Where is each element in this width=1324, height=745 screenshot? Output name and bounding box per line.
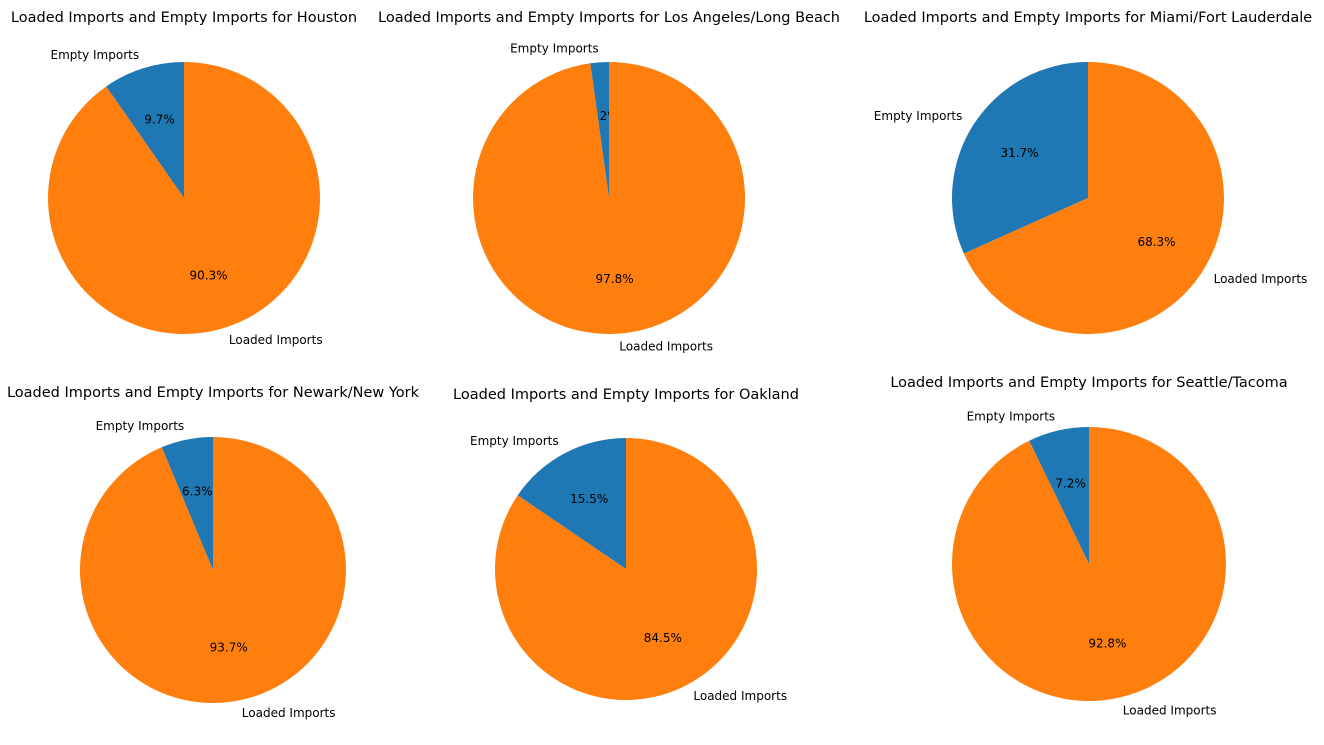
pct-empty-imports: 15.5% (570, 492, 608, 506)
label-loaded-imports: Loaded Imports (1214, 272, 1308, 286)
pie-panel-oakland: Loaded Imports and Empty Imports for Oak… (453, 387, 799, 703)
label-loaded-imports: Loaded Imports (242, 706, 336, 720)
pct-empty-imports: 9.7% (144, 113, 175, 127)
pct-loaded-imports: 90.3% (189, 268, 227, 282)
slice-loaded-imports (494, 438, 757, 701)
slice-loaded-imports (473, 61, 746, 334)
pie-panel-newark: Loaded Imports and Empty Imports for New… (7, 385, 420, 720)
pie-miami: Empty Imports 31.7% Loaded Imports 68.3% (874, 61, 1308, 334)
slice-loaded-imports (963, 62, 1224, 334)
pie-panel-houston: Loaded Imports and Empty Imports for Hou… (11, 10, 357, 347)
chart-title: Loaded Imports and Empty Imports for Los… (378, 10, 840, 26)
pie-panel-los-angeles: Loaded Imports and Empty Imports for Los… (378, 10, 840, 354)
label-loaded-imports: Loaded Imports (693, 689, 787, 703)
pct-empty-imports: 7.2% (1055, 476, 1086, 490)
label-loaded-imports: Loaded Imports (1123, 703, 1217, 717)
slice-empty-imports (517, 438, 626, 569)
label-empty-imports: Empty Imports (470, 434, 559, 448)
pct-empty-imports: 31.7% (1000, 146, 1038, 160)
slice-empty-imports (1029, 427, 1089, 564)
label-loaded-imports: Loaded Imports (229, 333, 323, 347)
pie-panel-seattle: Loaded Imports and Empty Imports for Sea… (890, 375, 1287, 717)
pie-oakland: Empty Imports 15.5% Loaded Imports 84.5% (470, 434, 787, 703)
pie-seattle: Empty Imports 7.2% Loaded Imports 92.8% (952, 410, 1227, 717)
pct-loaded-imports: 84.5% (644, 631, 682, 645)
pie-panel-miami: Loaded Imports and Empty Imports for Mia… (864, 10, 1312, 334)
slice-empty-imports (590, 62, 609, 198)
pct-loaded-imports: 92.8% (1088, 637, 1126, 651)
pie-newark: Empty Imports 6.3% Loaded Imports 93.7% (79, 419, 346, 720)
label-loaded-imports: Loaded Imports (619, 340, 713, 354)
chart-title: Loaded Imports and Empty Imports for New… (7, 385, 420, 401)
pct-empty-imports: 6.3% (182, 484, 213, 498)
pie-houston: Empty Imports 9.7% Loaded Imports 90.3% (48, 48, 323, 347)
slice-empty-imports (951, 61, 1088, 254)
slice-empty-imports (106, 62, 184, 198)
slice-loaded-imports (952, 427, 1227, 701)
label-empty-imports: Empty Imports (51, 48, 140, 62)
label-empty-imports: Empty Imports (510, 41, 599, 55)
pct-loaded-imports: 68.3% (1137, 235, 1175, 249)
slice-loaded-imports (48, 62, 321, 334)
pct-loaded-imports: 93.7% (210, 641, 248, 655)
chart-title: Loaded Imports and Empty Imports for Hou… (11, 10, 357, 26)
chart-title: Loaded Imports and Empty Imports for Mia… (864, 10, 1312, 26)
chart-title: Loaded Imports and Empty Imports for Sea… (890, 375, 1287, 391)
chart-title: Loaded Imports and Empty Imports for Oak… (453, 387, 799, 403)
slice-loaded-imports (79, 437, 346, 703)
slice-empty-imports (161, 437, 213, 570)
label-empty-imports: Empty Imports (874, 109, 963, 123)
label-empty-imports: Empty Imports (96, 419, 185, 433)
label-empty-imports: Empty Imports (967, 410, 1056, 424)
pct-loaded-imports: 97.8% (596, 272, 634, 286)
